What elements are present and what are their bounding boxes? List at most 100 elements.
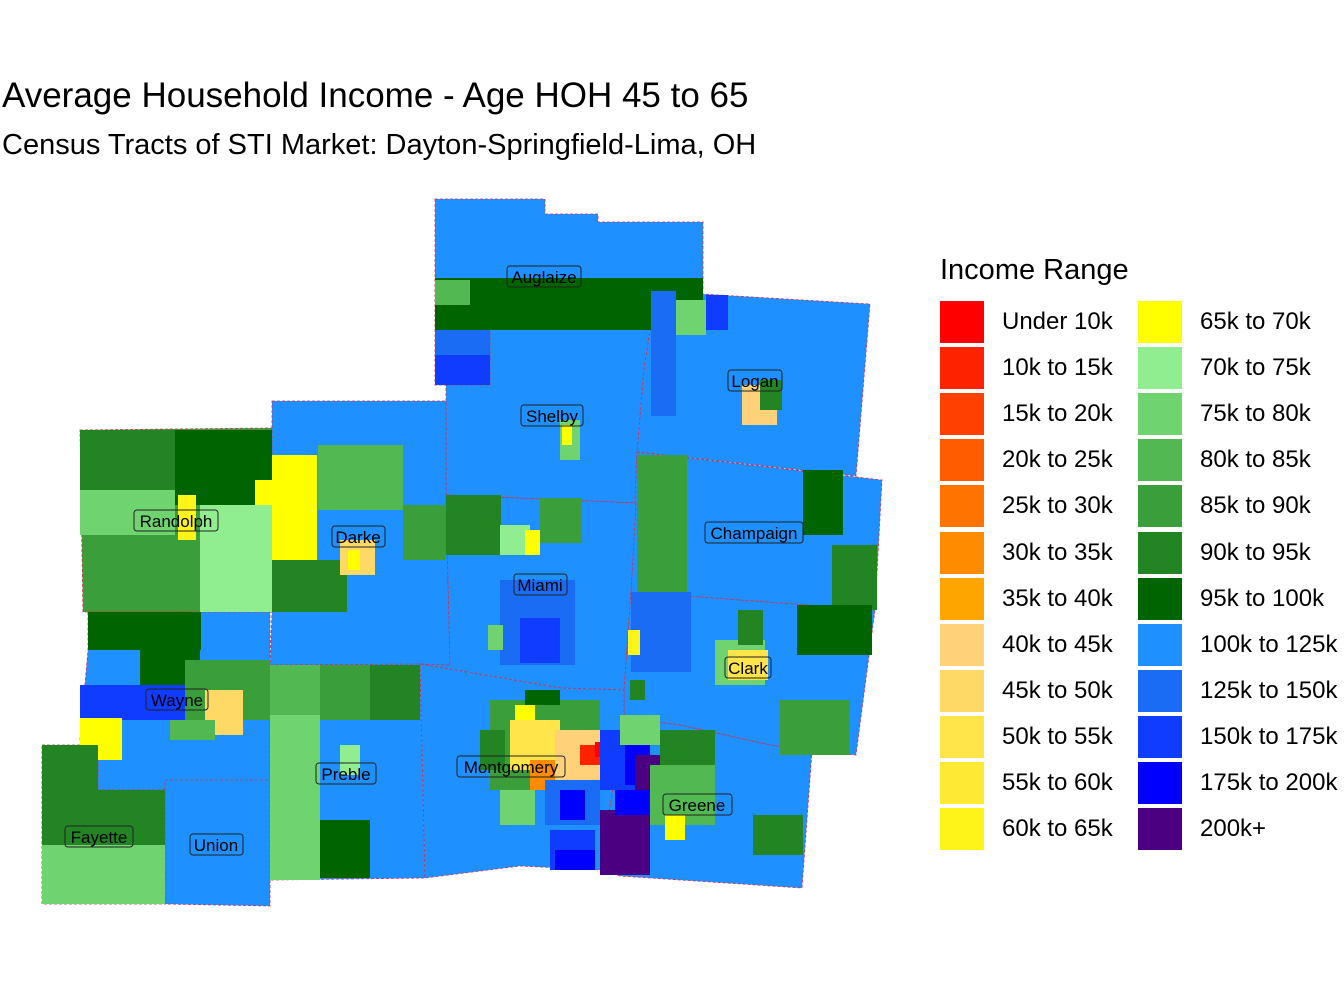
legend-item: 60k to 65k — [940, 806, 1138, 852]
legend-label: 35k to 40k — [1002, 584, 1113, 612]
legend-label: 65k to 70k — [1200, 308, 1311, 336]
legend-label: 25k to 30k — [1002, 492, 1113, 520]
legend-label: 15k to 20k — [1002, 400, 1113, 428]
county-label-text: Darke — [335, 528, 380, 547]
legend-item: 125k to 150k — [1138, 668, 1338, 714]
legend-label: 200k+ — [1200, 815, 1267, 843]
county-label-darke: Darke — [331, 525, 386, 548]
county-label-union: Union — [189, 833, 244, 856]
county-label-text: Union — [194, 836, 238, 855]
legend: Income Range Under 10k 10k to 15k 15k to 2… — [940, 254, 1344, 852]
county-label-clark: Clark — [724, 656, 772, 679]
legend-item: 85k to 90k — [1138, 483, 1336, 529]
legend-column-1: Under 10k 10k to 15k 15k to 20k 20k to 25k 2… — [940, 299, 1138, 852]
legend-item: 25k to 30k — [940, 483, 1138, 529]
legend-item: Under 10k — [940, 299, 1138, 345]
legend-label: Under 10k — [1002, 308, 1113, 336]
legend-swatch — [1138, 531, 1182, 574]
legend-item: 20k to 25k — [940, 437, 1138, 483]
tract-patches — [42, 278, 877, 904]
county-label-wayne: Wayne — [145, 688, 209, 711]
legend-item: 80k to 85k — [1138, 437, 1336, 483]
county-label-box — [456, 755, 566, 778]
legend-swatch — [1138, 301, 1182, 344]
legend-swatch — [940, 669, 984, 712]
county-label-text: Shelby — [526, 407, 578, 426]
legend-label: 80k to 85k — [1200, 446, 1311, 474]
county-label-box — [506, 265, 582, 288]
legend-item: 15k to 20k — [940, 391, 1138, 437]
county-label-box — [315, 762, 377, 785]
legend-label: 175k to 200k — [1200, 768, 1338, 796]
legend-label: 50k to 55k — [1002, 722, 1113, 750]
legend-swatch — [940, 577, 984, 620]
county-label-box — [64, 825, 134, 848]
legend-swatch — [940, 301, 984, 344]
county-label-greene: Greene — [662, 793, 733, 816]
county-label-text: Champaign — [711, 524, 798, 543]
county-label-shelby: Shelby — [520, 404, 584, 427]
county-label-box — [133, 509, 219, 532]
legend-columns: Under 10k 10k to 15k 15k to 20k 20k to 25k 2… — [940, 299, 1344, 852]
county-label-text: Clark — [728, 659, 768, 678]
legend-label: 40k to 45k — [1002, 630, 1113, 658]
legend-label: 125k to 150k — [1200, 676, 1338, 704]
legend-swatch — [940, 393, 984, 436]
legend-label: 90k to 95k — [1200, 538, 1311, 566]
legend-column-2: 65k to 70k 70k to 75k 75k to 80k 80k to 85k… — [1138, 299, 1338, 852]
legend-item: 65k to 70k — [1138, 299, 1336, 345]
legend-item: 70k to 75k — [1138, 345, 1336, 391]
map-subtitle: Census Tracts of STI Market: Dayton-Spri… — [2, 129, 757, 161]
legend-item: 150k to 175k — [1138, 714, 1337, 760]
legend-label: 10k to 15k — [1002, 354, 1113, 382]
legend-item: 100k to 125k — [1138, 622, 1338, 668]
legend-item: 95k to 100k — [1138, 576, 1336, 622]
legend-item: 35k to 40k — [940, 576, 1138, 622]
legend-title: Income Range — [940, 254, 1129, 286]
legend-swatch — [1138, 715, 1182, 758]
county-label-text: Miami — [517, 576, 562, 595]
legend-swatch — [940, 531, 984, 574]
legend-swatch — [940, 715, 984, 758]
legend-label: 55k to 60k — [1002, 768, 1113, 796]
legend-item: 45k to 50k — [940, 668, 1138, 714]
county-label-box — [662, 793, 733, 816]
county-label-box — [724, 656, 772, 679]
legend-item: 50k to 55k — [940, 714, 1138, 760]
legend-label: 45k to 50k — [1002, 676, 1113, 704]
legend-item: 175k to 200k — [1138, 760, 1338, 806]
legend-item: 30k to 35k — [940, 529, 1138, 575]
county-label-montgomery: Montgomery — [456, 755, 566, 778]
county-label-logan: Logan — [727, 369, 783, 392]
county-label-randolph: Randolph — [133, 509, 219, 532]
county-label-box — [331, 525, 386, 548]
county-label-champaign: Champaign — [704, 521, 804, 544]
legend-swatch — [940, 347, 984, 390]
legend-swatch — [1138, 623, 1182, 666]
county-label-text: Montgomery — [464, 758, 559, 777]
legend-swatch — [940, 623, 984, 666]
county-label-text: Preble — [321, 765, 370, 784]
county-label-box — [513, 573, 568, 596]
county-label-preble: Preble — [315, 762, 377, 785]
county-label-box — [145, 688, 209, 711]
county-label-box — [704, 521, 804, 544]
legend-swatch — [940, 761, 984, 804]
county-label-box — [189, 833, 244, 856]
legend-label: 95k to 100k — [1200, 584, 1325, 612]
county-label-miami: Miami — [513, 573, 568, 596]
legend-label: 100k to 125k — [1200, 630, 1338, 658]
choropleth-map: Auglaize Logan Shelby Randolph Darke Cha… — [41, 198, 883, 907]
county-label-fayette: Fayette — [64, 825, 134, 848]
county-label-text: Auglaize — [511, 268, 576, 287]
legend-swatch — [1138, 808, 1182, 851]
legend-swatch — [1138, 439, 1182, 482]
legend-item: 55k to 60k — [940, 760, 1138, 806]
county-label-auglaize: Auglaize — [506, 265, 582, 288]
legend-swatch — [1138, 393, 1182, 436]
legend-label: 20k to 25k — [1002, 446, 1113, 474]
map-title: Average Household Income - Age HOH 45 to… — [2, 76, 749, 115]
county-label-text: Greene — [669, 796, 726, 815]
legend-swatch — [1138, 669, 1182, 712]
legend-item: 10k to 15k — [940, 345, 1138, 391]
